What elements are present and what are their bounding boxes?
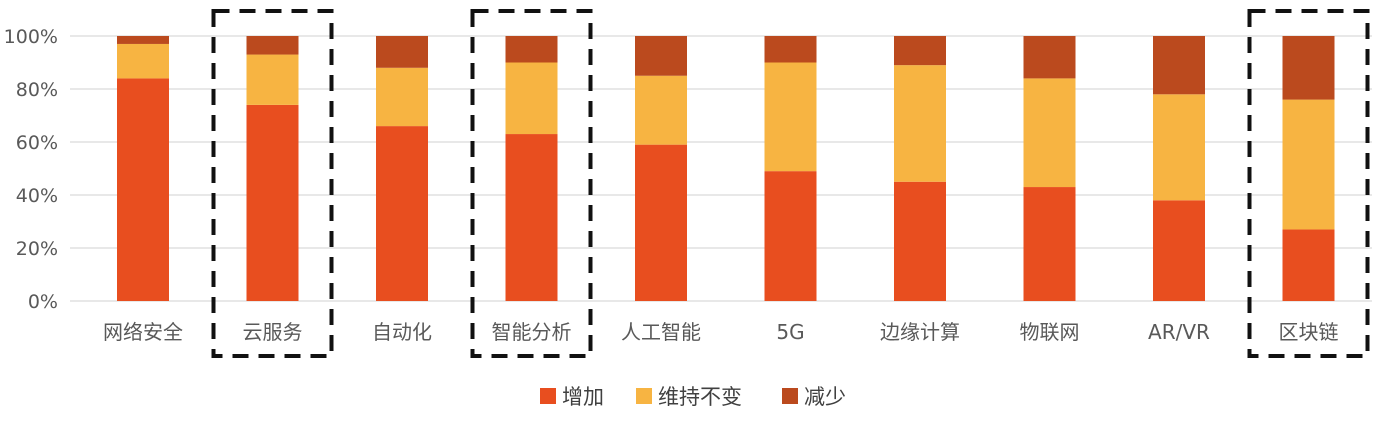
bar-segment [1282, 36, 1335, 100]
x-tick-label: AR/VR [1148, 320, 1210, 344]
bar-segment [1153, 36, 1205, 95]
legend-label: 减少 [804, 385, 846, 409]
legend: 增加 维持不变 减少 [540, 385, 846, 409]
highlight-box [211, 9, 334, 358]
bar-segment [635, 144, 687, 301]
bar-segment [635, 75, 687, 145]
x-tick-label: 网络安全 [103, 320, 183, 344]
bar-segment [1153, 94, 1205, 201]
y-axis: 0% 20% 40% 60% 80% 100% [4, 26, 58, 313]
legend-swatch [782, 388, 798, 404]
bar-segment [117, 43, 169, 79]
bar-segment [376, 67, 428, 127]
x-tick-label: 区块链 [1279, 320, 1339, 344]
bar-segment [635, 36, 687, 76]
bar-segment [1023, 36, 1076, 79]
x-tick-label: 云服务 [243, 320, 303, 344]
legend-label: 增加 [562, 385, 604, 409]
legend-swatch [636, 388, 652, 404]
y-tick-label: 0% [28, 291, 58, 313]
bar-segment [376, 126, 428, 301]
bar-segment [1023, 78, 1076, 188]
x-axis: 网络安全 云服务 自动化 智能分析 人工智能 5G 边缘计算 物联网 AR/VR 区块链 [103, 320, 1339, 344]
bar-segment [117, 78, 169, 302]
y-tick-label: 40% [16, 185, 58, 207]
y-tick-label: 60% [16, 132, 58, 154]
bar-segment [1023, 187, 1076, 301]
bar-segment [764, 62, 817, 172]
bars [117, 36, 1335, 302]
legend-swatch [540, 388, 556, 404]
x-tick-label: 5G [776, 320, 804, 344]
bar-segment [505, 134, 558, 301]
y-tick-label: 100% [4, 26, 58, 48]
highlight-box [1247, 9, 1370, 358]
x-tick-label: 智能分析 [492, 320, 572, 344]
bar-segment [764, 171, 817, 301]
x-tick-label: 边缘计算 [880, 320, 960, 344]
bar-segment [894, 181, 946, 301]
bar-segment [246, 54, 299, 105]
bar-segment [894, 36, 946, 66]
bar-segment [505, 36, 558, 63]
bar-segment [894, 65, 946, 182]
bar-segment [505, 62, 558, 135]
x-tick-label: 自动化 [372, 320, 432, 344]
x-tick-label: 物联网 [1020, 320, 1080, 344]
bar-segment [1282, 229, 1335, 301]
y-tick-label: 20% [16, 238, 58, 260]
bar-segment [246, 36, 299, 55]
highlight-boxes [211, 9, 1370, 358]
bar-segment [764, 36, 817, 63]
y-tick-label: 80% [16, 79, 58, 101]
legend-label: 维持不变 [658, 385, 742, 409]
bar-segment [376, 36, 428, 68]
bar-segment [246, 104, 299, 302]
bar-segment [117, 36, 169, 44]
highlight-box [470, 9, 593, 358]
x-tick-label: 人工智能 [621, 320, 701, 344]
bar-segment [1153, 200, 1205, 301]
bar-segment [1282, 99, 1335, 230]
